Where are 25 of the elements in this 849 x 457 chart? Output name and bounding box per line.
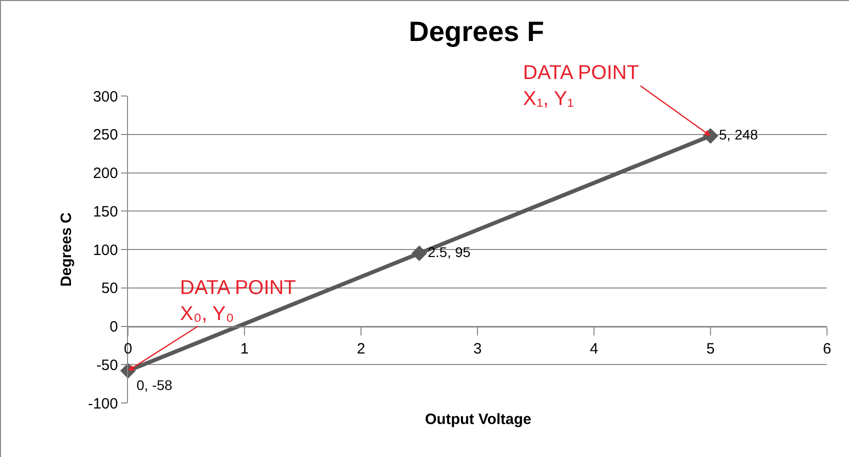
data-label: 5, 248 [719,126,758,142]
x-tick-label: 5 [706,340,715,358]
chart-title: Degrees F [408,16,544,48]
data-label: 2.5, 95 [428,244,471,260]
x-tick-label: 0 [124,340,132,358]
annotation: DATA POINT X₀, Y₀ [180,277,296,325]
y-tick-label: 100 [92,242,118,259]
data-label: 0, -58 [136,376,173,393]
point [411,246,428,262]
y-axis-title: Degrees C [58,212,76,287]
y-tick-label: -50 [96,356,118,374]
x-tick-label: 6 [822,340,832,358]
y-tick-label: -100 [88,395,118,412]
y-tick-label: 300 [92,88,118,106]
x-tick-label: 3 [473,340,482,358]
x-tick-label: 4 [590,340,598,358]
y-tick-label: 150 [92,203,118,220]
y-tick-label: 250 [92,126,118,144]
y-tick-label: 0 [110,318,118,336]
x-tick-label: 2 [356,340,366,358]
x-tick-label: 1 [240,340,249,358]
x-axis-title: Output Voltage [425,411,532,428]
annotation: DATA POINT X₁, Y₁ [523,62,639,110]
y-tick-label: 50 [101,280,118,298]
y-tick-label: 200 [92,165,118,182]
